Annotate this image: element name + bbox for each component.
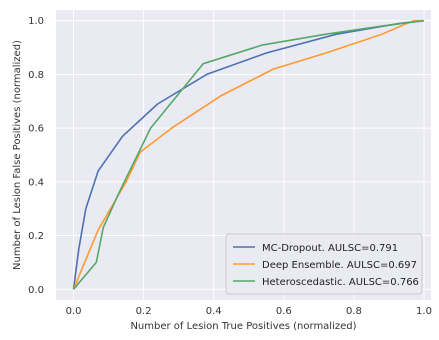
x-tick-label: 0.2 bbox=[136, 306, 152, 317]
y-tick-label: 0.0 bbox=[28, 285, 44, 296]
y-tick-label: 1.0 bbox=[28, 16, 44, 27]
y-axis-label: Number of Lesion False Positives (normal… bbox=[12, 40, 23, 270]
x-tick-label: 0.4 bbox=[206, 306, 222, 317]
series-line-heteroscedastic bbox=[72, 19, 425, 290]
y-tick-label: 0.8 bbox=[28, 70, 44, 81]
y-tick-label: 0.2 bbox=[28, 231, 44, 242]
legend-box bbox=[225, 233, 423, 295]
x-tick-label: 0.8 bbox=[346, 306, 362, 317]
x-tick-label: 0.0 bbox=[66, 306, 82, 317]
y-tick-label: 0.6 bbox=[28, 124, 44, 135]
legend: MC-Dropout. AULSC=0.791 Deep Ensemble. A… bbox=[225, 233, 423, 295]
series-layer bbox=[72, 19, 425, 290]
legend-label-heteroscedastic: Heteroscedastic. AULSC=0.766 bbox=[262, 277, 419, 288]
y-tick-label: 0.4 bbox=[28, 177, 44, 188]
x-axis-label: Number of Lesion True Positives (normali… bbox=[130, 321, 356, 332]
legend-label-mc-dropout: MC-Dropout. AULSC=0.791 bbox=[262, 243, 398, 254]
series-line-mc-dropout bbox=[72, 19, 425, 290]
legend-label-deep-ensemble: Deep Ensemble. AULSC=0.697 bbox=[262, 260, 417, 271]
x-tick-label: 0.6 bbox=[276, 306, 292, 317]
tick-labels: 0.0 0.2 0.4 0.6 0.8 1.0 0.0 0.2 0.4 0.6 0.8 1.0 bbox=[28, 16, 432, 317]
grid bbox=[56, 10, 431, 300]
x-tick-label: 1.0 bbox=[416, 306, 432, 317]
